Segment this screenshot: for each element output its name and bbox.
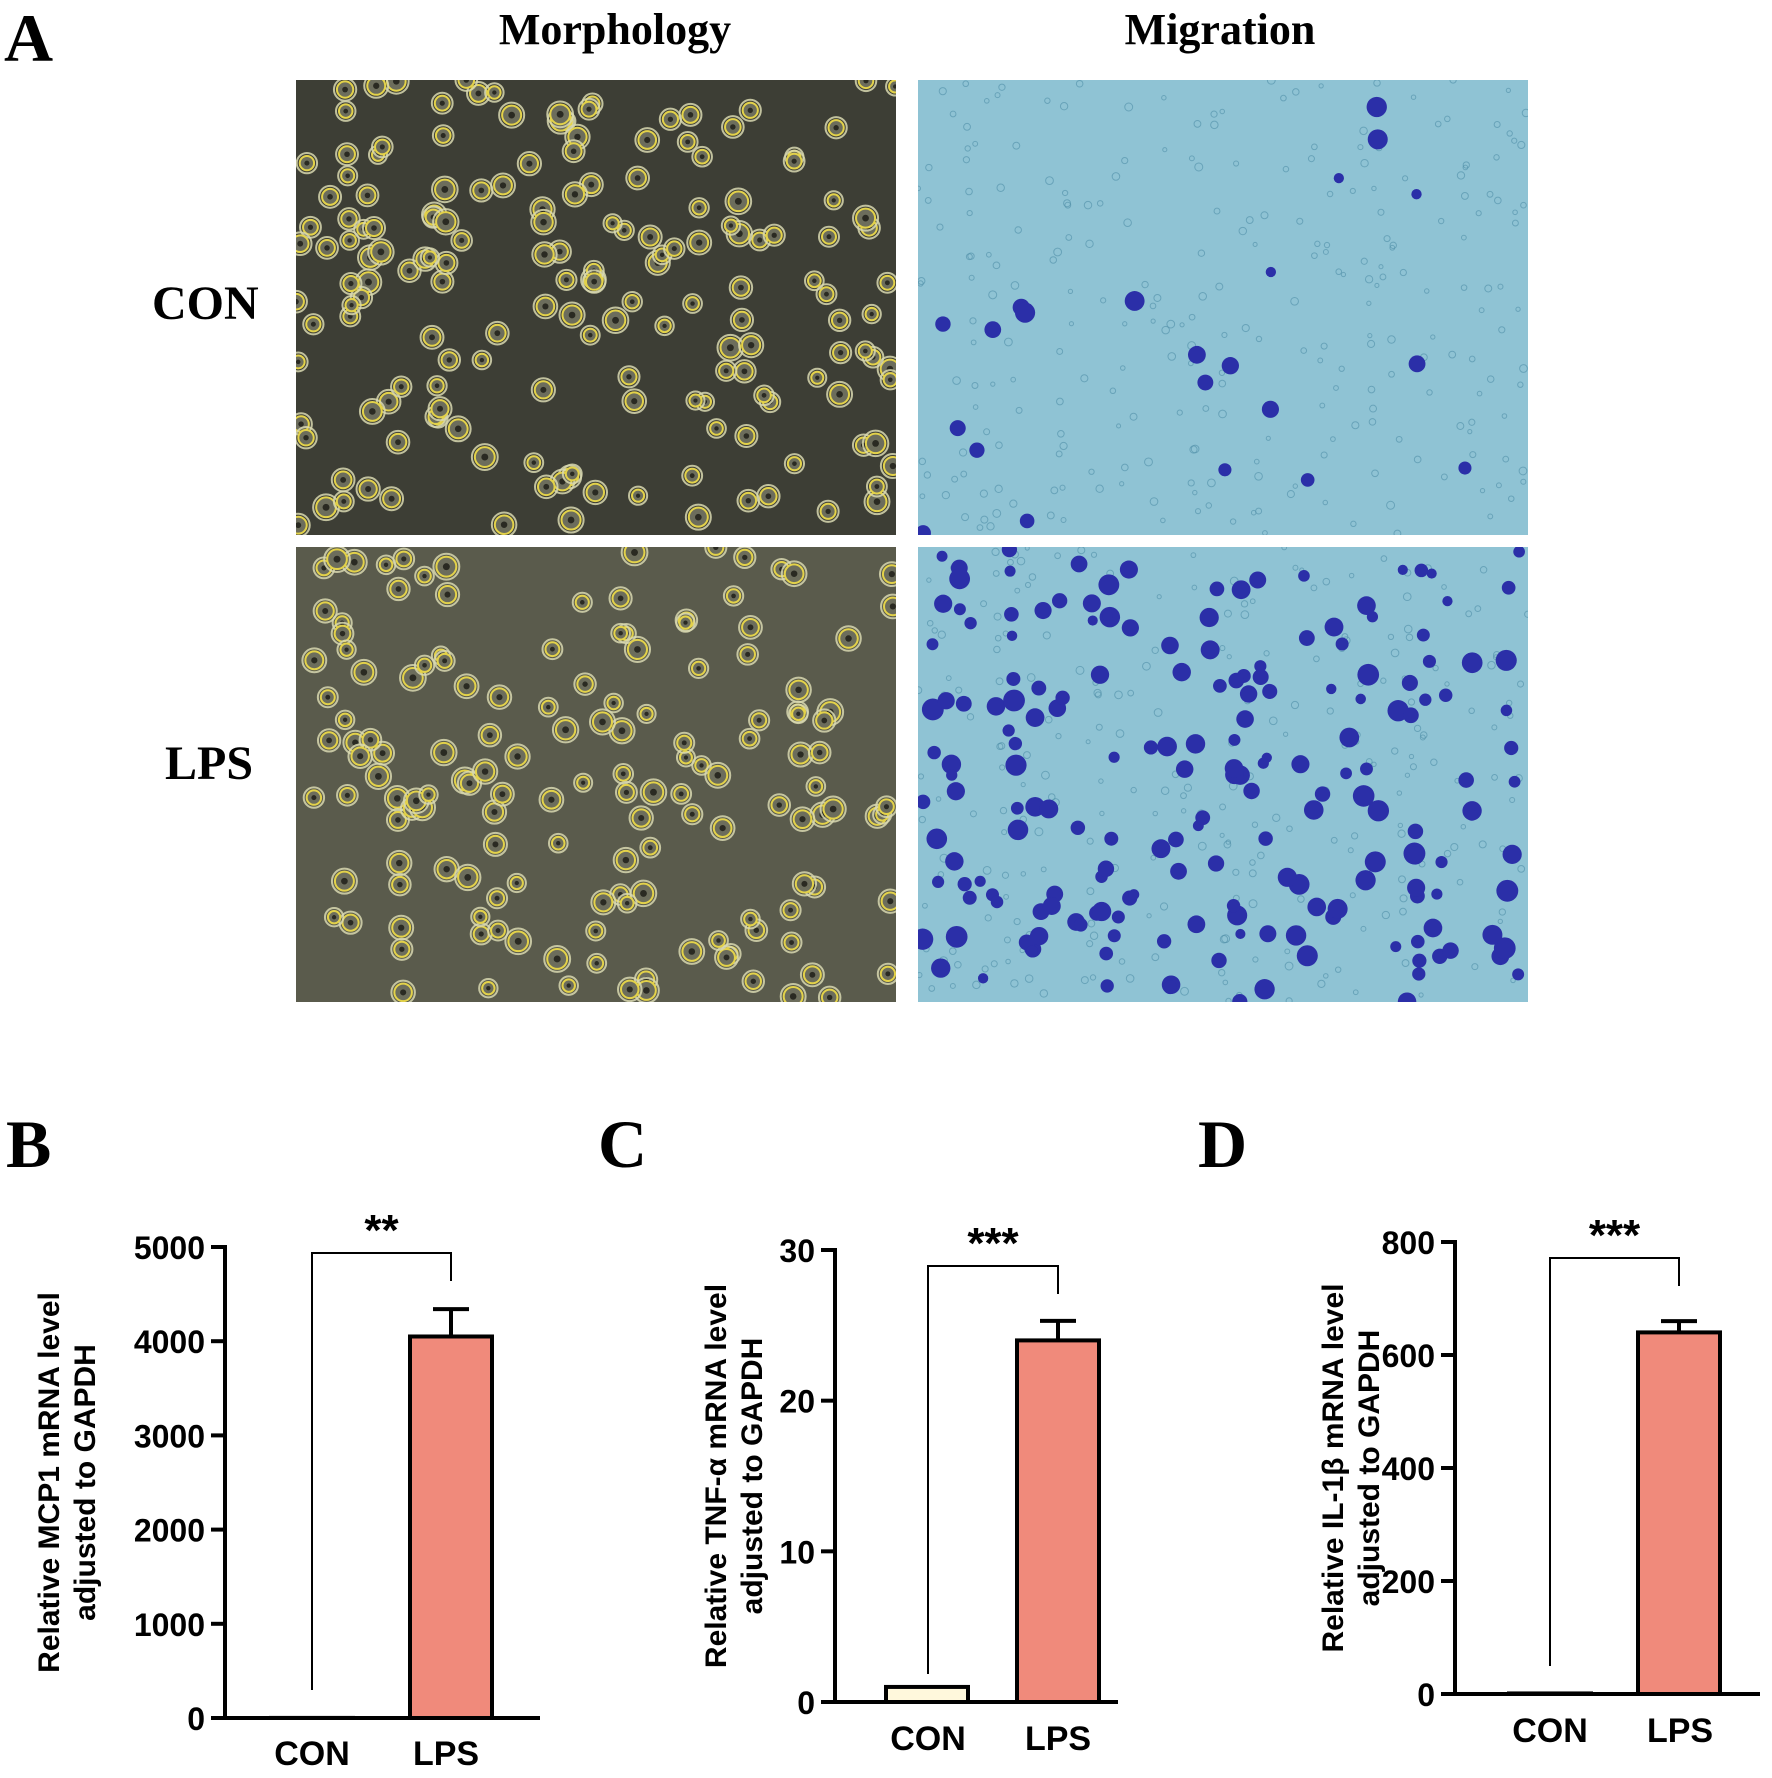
- y-tick-label: 20: [779, 1384, 815, 1420]
- y-tick-label: 5000: [134, 1230, 205, 1266]
- category-label: CON: [274, 1735, 350, 1773]
- y-tick-label: 200: [1382, 1564, 1435, 1600]
- y-tick-label: 1000: [134, 1607, 205, 1643]
- y-axis-label-line1: Relative IL-1β mRNA level: [1317, 1284, 1350, 1653]
- bar-lps: [1015, 1338, 1101, 1705]
- y-tick-label: 10: [779, 1534, 815, 1570]
- y-tick-label: 4000: [134, 1324, 205, 1360]
- y-tick-label: 30: [779, 1233, 815, 1269]
- category-label: LPS: [1647, 1712, 1713, 1750]
- y-axis-label-line1: Relative MCP1 mRNA level: [33, 1292, 66, 1673]
- panel-a-letter: A: [4, 0, 54, 76]
- micrograph-lps-morphology: [296, 547, 896, 1002]
- y-axis-label-line2: adjusted to GAPDH: [1353, 1330, 1386, 1607]
- chart-c: 0 10 20 30 CON LPS *** Relative TNF-α mRNA leve…: [700, 1219, 1118, 1758]
- chart-d: 0 200 400 600 800 CON LPS *** Relative IL-1β mRN…: [1317, 1211, 1760, 1750]
- significance-bracket: [311, 1252, 452, 1690]
- bar-lps: [408, 1334, 494, 1720]
- y-axis-label-line1: Relative TNF-α mRNA level: [700, 1284, 733, 1668]
- category-label: CON: [890, 1720, 966, 1758]
- category-label: LPS: [413, 1735, 479, 1773]
- chart-b: 0 1000 2000 3000 4000 5000 CON LPS ** Relative MC…: [33, 1206, 540, 1773]
- y-tick-label: 2000: [134, 1513, 205, 1549]
- y-tick-label: 0: [1417, 1677, 1435, 1713]
- y-tick-label: 3000: [134, 1418, 205, 1454]
- panel-d-letter: D: [1198, 1106, 1248, 1182]
- morphology-column-title: Morphology: [498, 5, 732, 54]
- row-label-con: CON: [152, 277, 259, 330]
- y-axis-label-line2: adjusted to GAPDH: [736, 1338, 769, 1615]
- significance-bracket: [927, 1265, 1059, 1674]
- bar-lps: [1636, 1330, 1722, 1697]
- panel-b-letter: B: [6, 1106, 52, 1182]
- significance-label: **: [364, 1206, 399, 1255]
- y-tick-label: 0: [797, 1685, 815, 1721]
- category-label: CON: [1512, 1712, 1588, 1750]
- significance-bracket: [1549, 1257, 1680, 1666]
- micrograph-lps-migration: [918, 547, 1528, 1002]
- significance-label: ***: [967, 1219, 1019, 1268]
- y-tick-label: 800: [1382, 1225, 1435, 1261]
- category-label: LPS: [1025, 1720, 1091, 1758]
- y-tick-label: 400: [1382, 1451, 1435, 1487]
- micrograph-con-migration: [918, 80, 1528, 535]
- y-tick-label: 600: [1382, 1338, 1435, 1374]
- migration-column-title: Migration: [1124, 5, 1316, 54]
- bar-con: [884, 1684, 970, 1705]
- y-axis-label-line2: adjusted to GAPDH: [69, 1344, 102, 1621]
- panel-c-letter: C: [598, 1106, 648, 1182]
- row-label-lps: LPS: [165, 737, 254, 790]
- y-tick-label: 0: [187, 1701, 205, 1737]
- micrograph-con-morphology: [296, 80, 896, 535]
- bar-con: [1507, 1691, 1593, 1697]
- significance-label: ***: [1589, 1211, 1641, 1260]
